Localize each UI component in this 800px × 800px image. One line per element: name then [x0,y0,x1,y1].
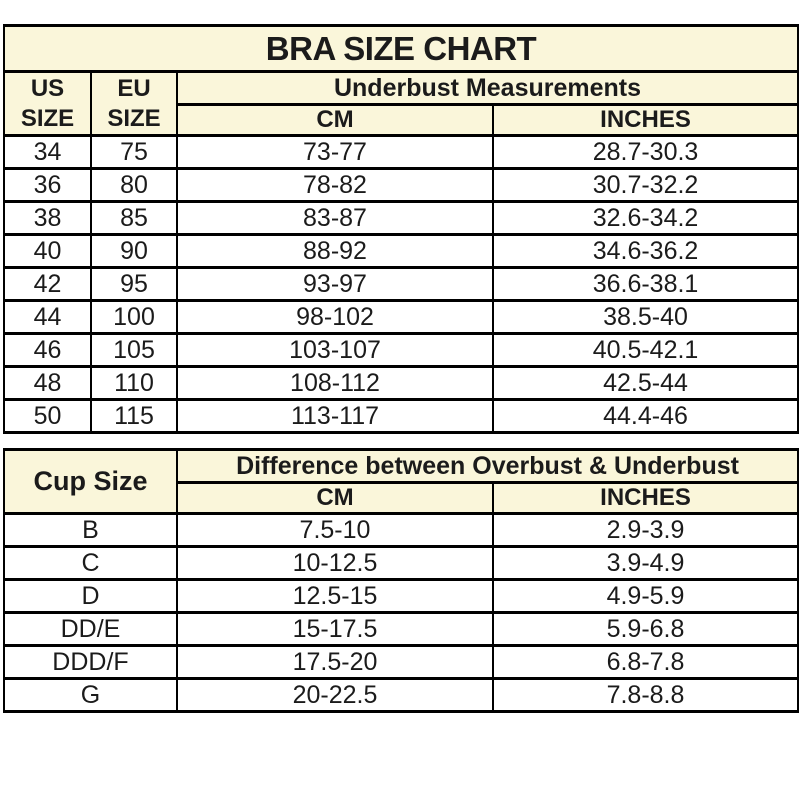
inches-header: INCHES [491,103,800,137]
inches-range-cell: 36.6-38.1 [491,266,800,302]
eu-size-cell: 85 [90,200,178,236]
inches-range-cell: 34.6-36.2 [491,233,800,269]
cm-range-cell: 12.5-15 [176,578,494,614]
eu-size-cell: 105 [90,332,178,368]
cm-range-cell: 113-117 [176,398,494,434]
cup-size-chart-table: Cup Size Difference between Overbust & U… [3,448,800,713]
us-size-cell: 34 [3,134,92,170]
cm-range-cell: 20-22.5 [176,677,494,713]
eu-size-cell: 90 [90,233,178,269]
cm-range-cell: 103-107 [176,332,494,368]
inches-range-cell: 28.7-30.3 [491,134,800,170]
size-row: 38 85 83-87 32.6-34.2 [3,200,800,236]
inches-range-cell: 3.9-4.9 [491,545,800,581]
cm-header: CM [176,481,494,515]
eu-size-cell: 80 [90,167,178,203]
cup-rows: B 7.5-10 2.9-3.9 C 10-12.5 3.9-4.9 D 12.… [3,512,800,713]
sub-header-row: CM INCHES [4,103,800,137]
size-row: 42 95 93-97 36.6-38.1 [3,266,800,302]
cup-row: D 12.5-15 4.9-5.9 [3,578,800,614]
us-size-cell: 38 [3,200,92,236]
us-size-cell: 46 [3,332,92,368]
size-row: 44 100 98-102 38.5-40 [3,299,800,335]
inches-range-cell: 40.5-42.1 [491,332,800,368]
size-row: 36 80 78-82 30.7-32.2 [3,167,800,203]
inches-range-cell: 4.9-5.9 [491,578,800,614]
cm-range-cell: 17.5-20 [176,644,494,680]
cm-header: CM [176,103,494,137]
inches-range-cell: 7.8-8.8 [491,677,800,713]
cup-cell: DD/E [3,611,178,647]
size-row: 46 105 103-107 40.5-42.1 [3,332,800,368]
bra-size-chart-table: BRA SIZE CHART US SIZE EU SIZE Underbust… [2,24,800,434]
cup-cell: G [3,677,178,713]
title-row: BRA SIZE CHART [2,24,800,73]
cup-row: C 10-12.5 3.9-4.9 [3,545,800,581]
cm-range-cell: 78-82 [176,167,494,203]
eu-size-cell: 110 [90,365,178,401]
cm-range-cell: 10-12.5 [176,545,494,581]
page: BRA SIZE CHART US SIZE EU SIZE Underbust… [2,24,800,713]
inches-range-cell: 44.4-46 [491,398,800,434]
cm-range-cell: 88-92 [176,233,494,269]
us-size-cell: 48 [3,365,92,401]
inches-header: INCHES [491,481,800,515]
cm-range-cell: 7.5-10 [176,512,494,548]
us-size-cell: 42 [3,266,92,302]
eu-size-header: EU SIZE [90,70,178,137]
cup-row: DDD/F 17.5-20 6.8-7.8 [3,644,800,680]
underbust-group-header: Underbust Measurements [175,70,800,106]
cup-size-header: Cup Size [3,448,178,515]
size-rows: 34 75 73-77 28.7-30.3 36 80 78-82 30.7-3… [3,134,800,434]
cm-range-cell: 93-97 [176,266,494,302]
eu-size-cell: 75 [90,134,178,170]
us-size-cell: 44 [3,299,92,335]
cup-cell: B [3,512,178,548]
cup-cell: C [3,545,178,581]
cm-range-cell: 98-102 [176,299,494,335]
cm-range-cell: 83-87 [176,200,494,236]
cm-range-cell: 108-112 [176,365,494,401]
cm-range-cell: 15-17.5 [176,611,494,647]
inches-range-cell: 6.8-7.8 [491,644,800,680]
size-row: 40 90 88-92 34.6-36.2 [3,233,800,269]
cup-row: B 7.5-10 2.9-3.9 [3,512,800,548]
group-header-row: US SIZE EU SIZE Underbust Measurements [3,70,800,137]
inches-range-cell: 30.7-32.2 [491,167,800,203]
inches-range-cell: 38.5-40 [491,299,800,335]
eu-size-cell: 115 [90,398,178,434]
us-size-header: US SIZE [3,70,92,137]
us-size-cell: 36 [3,167,92,203]
sub-header-row: CM INCHES [4,481,800,515]
size-row: 50 115 113-117 44.4-46 [3,398,800,434]
eu-size-cell: 100 [90,299,178,335]
inches-range-cell: 2.9-3.9 [491,512,800,548]
chart-title: BRA SIZE CHART [2,24,800,73]
difference-group-header: Difference between Overbust & Underbust [175,448,800,484]
inches-range-cell: 32.6-34.2 [491,200,800,236]
eu-size-cell: 95 [90,266,178,302]
cup-cell: D [3,578,178,614]
cup-cell: DDD/F [3,644,178,680]
cup-row: DD/E 15-17.5 5.9-6.8 [3,611,800,647]
cm-range-cell: 73-77 [176,134,494,170]
cup-row: G 20-22.5 7.8-8.8 [3,677,800,713]
us-size-cell: 50 [3,398,92,434]
inches-range-cell: 5.9-6.8 [491,611,800,647]
us-size-cell: 40 [3,233,92,269]
size-row: 48 110 108-112 42.5-44 [3,365,800,401]
size-row: 34 75 73-77 28.7-30.3 [3,134,800,170]
group-header-row: Cup Size Difference between Overbust & U… [3,448,800,515]
inches-range-cell: 42.5-44 [491,365,800,401]
